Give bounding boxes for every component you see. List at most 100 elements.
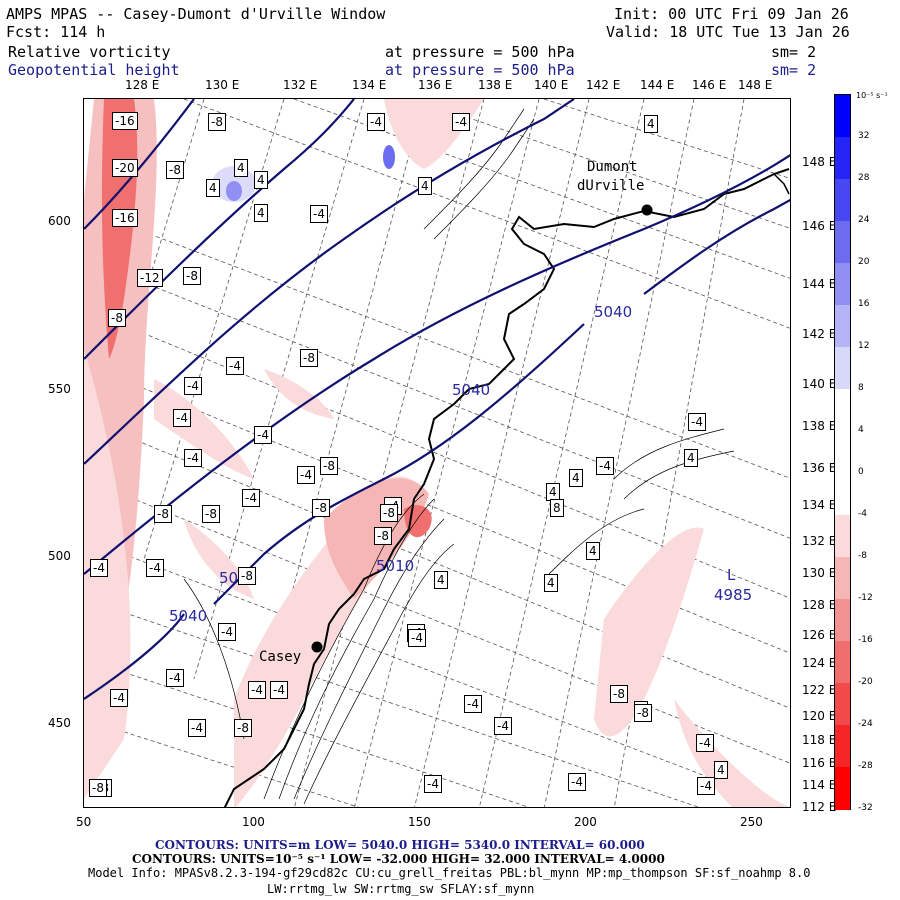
chart-title: AMPS MPAS -- Casey-Dumont d'Urville Wind… — [6, 5, 386, 23]
field2-name: Geopotential height — [8, 61, 180, 79]
graticule-label: 126 E — [802, 628, 837, 642]
colorbar-label: 32 — [858, 131, 870, 141]
colorbar-segment — [835, 473, 850, 516]
vorticity-fill — [154, 379, 254, 479]
colorbar-segment — [835, 179, 850, 222]
coastline — [223, 168, 790, 807]
station-marker-casey — [311, 641, 323, 653]
lon-label: 134 E — [352, 78, 387, 92]
height-contour-line — [84, 613, 185, 700]
height-contour-label: 5040 — [169, 607, 208, 625]
graticule-label: 146 E — [802, 219, 837, 233]
valid-time: Valid: 18 UTC Tue 13 Jan 26 — [606, 23, 850, 41]
vorticity-contour-label: -4 — [596, 457, 614, 475]
colorbar-segment — [835, 221, 850, 264]
colorbar-label: -28 — [858, 761, 873, 771]
vorticity-contour-label: -4 — [226, 357, 244, 375]
x-tick-label: 100 — [242, 815, 265, 829]
vorticity-contour-label: 4 — [684, 449, 698, 467]
graticule-line — [84, 658, 530, 807]
graticule-line — [543, 99, 790, 179]
vorticity-contour-label: -8 — [154, 505, 172, 523]
height-contour-label: L — [727, 566, 736, 584]
vorticity-contour-label: -8 — [108, 309, 126, 327]
station-marker-dumont — [641, 204, 653, 216]
vorticity-contour-label: -4 — [218, 623, 236, 641]
vorticity-contour-label: 4 — [254, 204, 268, 222]
vorticity-contour-label: -4 — [90, 559, 108, 577]
vorticity-contour-label: 4 — [714, 761, 728, 779]
map-plot-area[interactable]: DumontdUrvilleCasey50405040504050405010L… — [83, 98, 791, 808]
vorticity-contour-label: -4 — [697, 777, 715, 795]
vorticity-contour-label: -8 — [208, 113, 226, 131]
height-contour-line — [643, 198, 790, 295]
positive-vorticity-fill — [383, 145, 395, 169]
coastline-path — [223, 168, 790, 807]
y-tick-label: 550 — [48, 382, 71, 396]
vorticity-contour-label: -4 — [452, 113, 470, 131]
vorticity-contour-label: -4 — [310, 205, 328, 223]
vorticity-contour-label: -4 — [166, 669, 184, 687]
vorticity-contour-label: -8 — [234, 719, 252, 737]
colorbar-segment — [835, 137, 850, 180]
field2-smoothing: sm= 2 — [771, 61, 817, 79]
lon-label: 130 E — [205, 78, 240, 92]
y-tick-label: 500 — [48, 549, 71, 563]
colorbar-segment — [835, 263, 850, 306]
vorticity-fill — [594, 527, 704, 737]
vorticity-contour-label: -8 — [300, 349, 318, 367]
lon-label: 140 E — [534, 78, 569, 92]
vorticity-contour-info: CONTOURS: UNITS=10⁻⁵ s⁻¹ LOW= -32.000 HI… — [132, 852, 665, 866]
vorticity-contour-label: -4 — [254, 426, 272, 444]
vorticity-contour-label: -4 — [146, 559, 164, 577]
graticule-line — [84, 258, 790, 539]
vorticity-contour-label: -4 — [297, 466, 315, 484]
colorbar — [834, 94, 851, 810]
vorticity-contour-label: 4 — [544, 574, 558, 592]
vorticity-contour-label: -8 — [320, 457, 338, 475]
vorticity-contour-label: -4 — [408, 629, 426, 647]
vorticity-contour-label: 4 — [586, 542, 600, 560]
vorticity-contour-label: -8 — [183, 267, 201, 285]
x-tick-label: 150 — [408, 815, 431, 829]
graticule-label: 130 E — [802, 566, 837, 580]
field1-name: Relative vorticity — [8, 43, 171, 61]
vorticity-contour — [278, 498, 435, 800]
colorbar-segment — [835, 725, 850, 768]
station-name: Casey — [259, 649, 302, 665]
colorbar-segment — [835, 683, 850, 726]
vorticity-contour-label: -4 — [367, 113, 385, 131]
init-time: Init: 00 UTC Fri 09 Jan 26 — [614, 5, 849, 23]
vorticity-contour-label: 4 — [546, 483, 560, 501]
graticule-label: 128 E — [802, 598, 837, 612]
station-name: Dumont — [587, 159, 638, 175]
height-contour-line — [84, 99, 575, 465]
colorbar-label: 24 — [858, 215, 870, 225]
x-tick-label: 200 — [574, 815, 597, 829]
lon-label: 128 E — [125, 78, 160, 92]
vorticity-contour — [623, 450, 735, 500]
colorbar-segment — [835, 305, 850, 348]
vorticity-contour-label: -20 — [112, 159, 138, 177]
vorticity-contour-label: -4 — [696, 734, 714, 752]
graticule-line — [84, 208, 790, 479]
vorticity-contour-label: -16 — [112, 112, 138, 130]
lon-label: 132 E — [283, 78, 318, 92]
graticule-label: 116 E — [802, 756, 837, 770]
station-name-line2: dUrville — [577, 178, 645, 194]
field1-smoothing: sm= 2 — [771, 43, 817, 61]
model-info: Model Info: MPASv8.2.3-194-gf29cd82c CU:… — [88, 866, 811, 880]
colorbar-label: -20 — [858, 677, 873, 687]
height-contour-label: 5040 — [452, 381, 491, 399]
graticule-label: 120 E — [802, 709, 837, 723]
height-contour-label: 4985 — [714, 586, 753, 604]
vorticity-contour-label: -4 — [494, 717, 512, 735]
lon-label: 142 E — [586, 78, 621, 92]
colorbar-segment — [835, 95, 850, 138]
colorbar-segment — [835, 641, 850, 684]
graticule-label: 144 E — [802, 277, 837, 291]
graticule-line — [143, 99, 285, 560]
vorticity-contour-label: -4 — [173, 409, 191, 427]
graticule-line — [293, 99, 790, 279]
vorticity-contour-label: -4 — [464, 695, 482, 713]
